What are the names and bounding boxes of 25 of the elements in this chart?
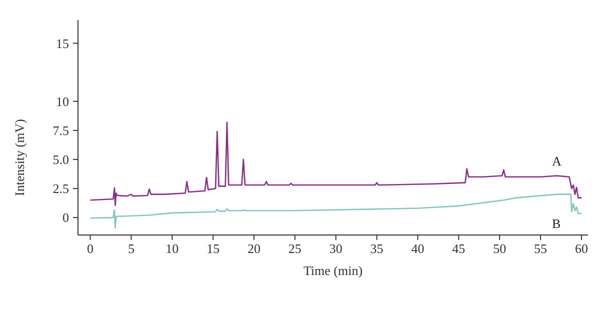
x-tick-label: 45 — [452, 241, 466, 256]
y-tick-label: 15 — [56, 36, 69, 51]
x-tick-label: 55 — [534, 241, 548, 256]
y-tick-label: 7.5 — [52, 122, 69, 138]
y-tick-label: 5.0 — [52, 152, 69, 168]
y-tick-label: 2.5 — [52, 181, 69, 196]
x-tick-label: 0 — [87, 241, 94, 256]
x-tick-label: 10 — [166, 241, 179, 256]
x-tick-label: 25 — [288, 241, 302, 256]
y-axis-title: Intensity (mV) — [12, 119, 27, 196]
x-tick-label: 20 — [248, 241, 261, 256]
x-axis-title: Time (min) — [303, 263, 363, 278]
x-tick-label: 35 — [370, 241, 384, 256]
x-tick-label: 60 — [574, 241, 588, 256]
x-tick-label: 40 — [411, 241, 424, 256]
x-tick-label: 50 — [493, 241, 506, 256]
line-series — [90, 122, 582, 206]
line-series — [90, 194, 582, 229]
x-tick-label: 30 — [329, 241, 342, 256]
y-tick-label: 10 — [56, 94, 69, 109]
x-tick-label: 5 — [128, 241, 134, 256]
x-tick-label: 15 — [206, 241, 220, 256]
y-tick-label: 0 — [62, 210, 69, 226]
series-label: A — [552, 153, 562, 168]
series-label: B — [552, 216, 561, 232]
